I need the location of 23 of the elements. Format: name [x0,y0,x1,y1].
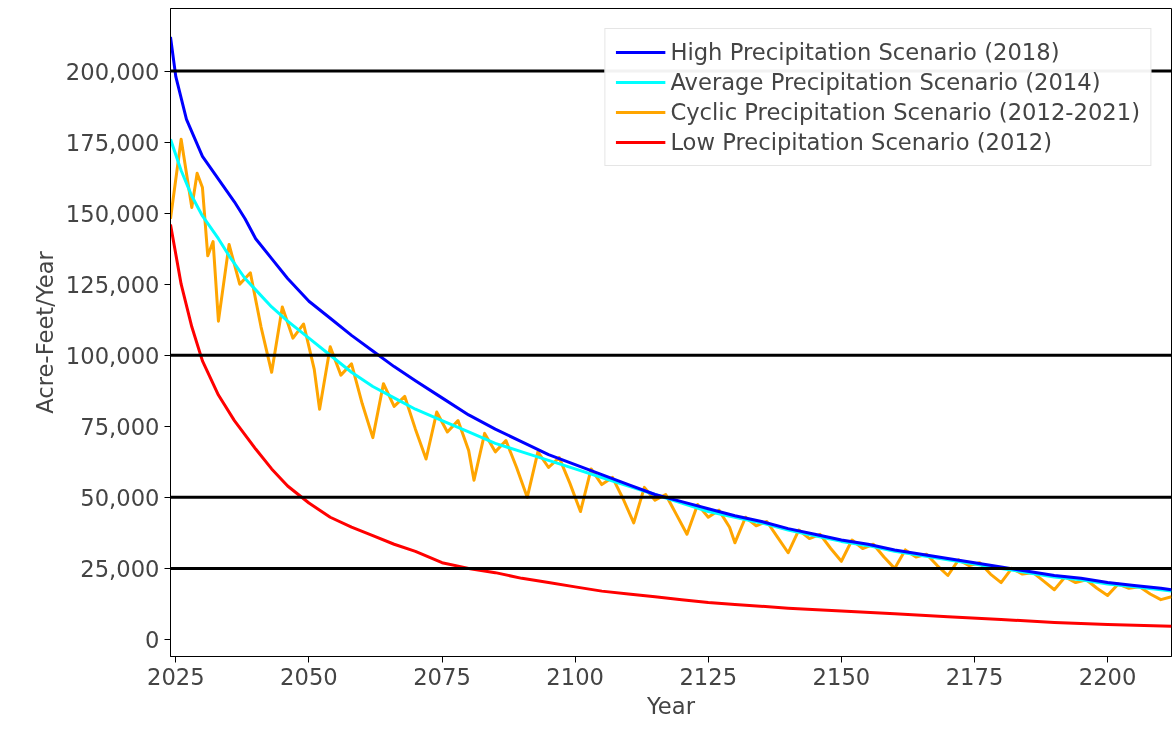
x-tick-label: 2025 [147,663,205,690]
x-axis-title: Year [646,692,696,719]
y-tick-label: 125,000 [65,271,160,298]
y-tick-label: 150,000 [65,200,160,227]
y-tick-label: 100,000 [65,342,160,369]
x-tick-label: 2175 [945,663,1004,690]
x-tick-label: 2150 [812,663,871,690]
x-tick-label: 2125 [679,663,738,690]
y-tick-label: 75,000 [80,413,160,440]
y-tick-label: 200,000 [65,58,160,85]
legend-label: Low Precipitation Scenario (2012) [670,129,1053,155]
x-tick-label: 2075 [413,663,471,690]
y-tick-label: 25,000 [80,555,160,582]
x-tick-label: 2050 [280,663,338,690]
y-tick-label: 50,000 [80,484,160,511]
legend-label: Average Precipitation Scenario (2014) [670,69,1101,95]
y-axis-title: Acre-Feet/Year [31,250,58,414]
legend-label: High Precipitation Scenario (2018) [670,39,1060,65]
x-tick-label: 2100 [546,663,604,690]
y-tick-label: 0 [145,626,160,653]
legend-label: Cyclic Precipitation Scenario (2012-2021) [670,99,1140,125]
y-tick-label: 175,000 [65,129,160,156]
x-tick-label: 2200 [1078,663,1137,690]
